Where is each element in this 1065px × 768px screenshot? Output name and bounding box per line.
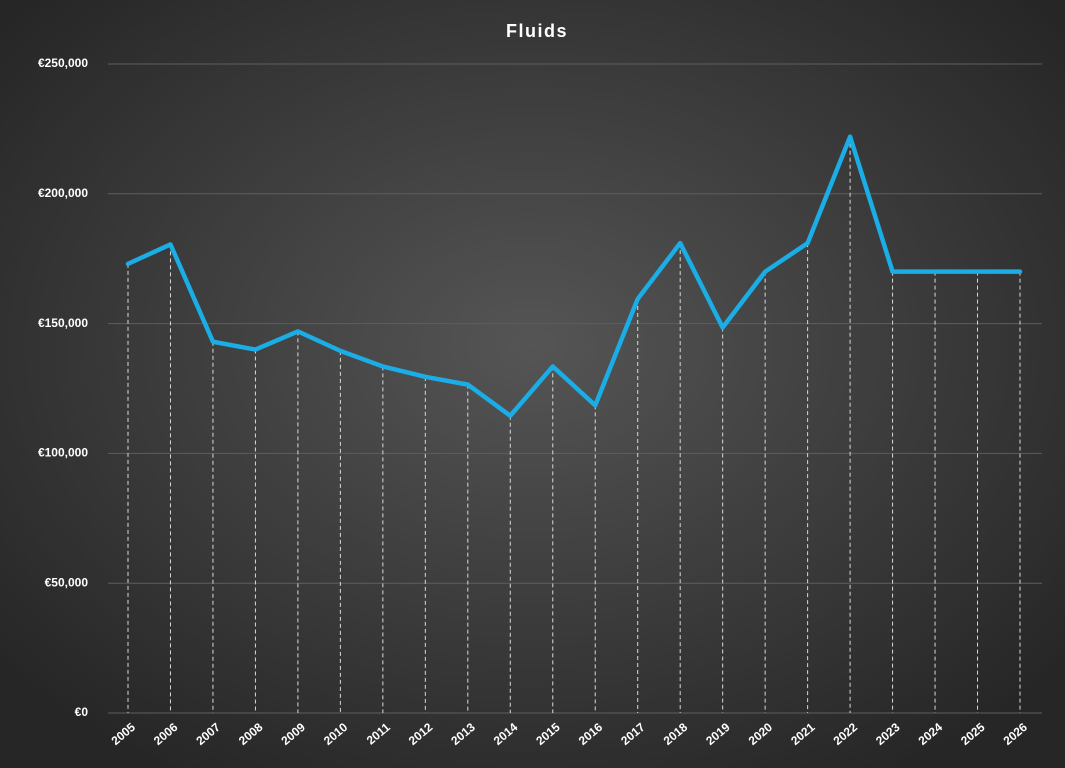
data-line <box>125 134 1023 419</box>
y-tick-label: €0 <box>75 705 89 719</box>
y-tick-label: €250,000 <box>38 56 88 70</box>
y-tick-label: €150,000 <box>38 316 88 330</box>
chart-title: Fluids <box>506 21 568 41</box>
y-tick-label: €50,000 <box>45 575 89 589</box>
y-tick-label: €200,000 <box>38 186 88 200</box>
y-tick-label: €100,000 <box>38 446 88 460</box>
